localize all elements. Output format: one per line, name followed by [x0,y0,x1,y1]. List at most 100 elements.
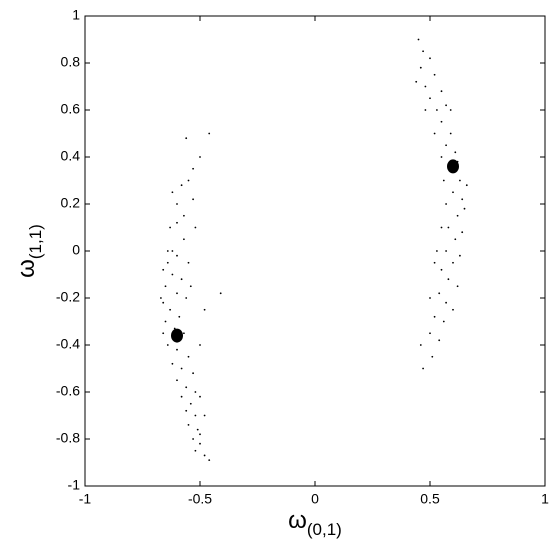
point [194,391,197,393]
point [449,109,452,111]
point [208,459,211,462]
point [199,395,201,398]
point [436,250,438,252]
point [456,285,459,288]
point [429,57,431,60]
point [192,438,195,440]
highlight-point [447,159,459,174]
point [433,132,436,135]
point [442,179,445,182]
point [187,261,190,264]
point [454,151,457,154]
point [433,315,436,318]
x-axis-label: ω(0,1) [288,507,342,539]
point [445,250,447,252]
point [440,90,443,93]
point [445,104,447,107]
point [166,250,169,252]
point [415,80,418,83]
point [465,184,468,187]
point [189,402,192,405]
point [440,226,443,229]
x-tick-label: 0 [311,491,319,507]
point [431,355,434,358]
y-tick-label: 1 [72,7,80,23]
point [199,442,201,445]
point [183,214,185,217]
point [194,449,197,452]
y-tick-label: 0.2 [61,195,81,211]
point [438,292,441,295]
point [456,214,459,217]
point [178,315,181,318]
point [424,109,427,111]
point [459,179,461,182]
point [424,85,427,88]
point [452,191,454,194]
point [440,268,443,271]
point [417,38,420,41]
point [183,332,185,335]
point [440,156,443,158]
point [203,454,206,457]
point [176,254,178,257]
point [463,207,466,210]
point [183,238,185,241]
y-tick-label: 0.6 [61,101,81,117]
point [194,226,197,229]
point [219,292,222,295]
point [192,372,195,375]
point [160,297,162,299]
point [187,424,190,426]
point [429,97,431,100]
point [189,285,192,288]
point [176,292,178,295]
point [180,367,183,370]
plot-frame [84,15,546,487]
point [169,308,172,311]
point [196,428,199,431]
point [459,254,461,257]
point [445,301,447,304]
x-tick-label: 1 [541,491,549,507]
point [436,109,438,111]
y-tick-label: -0.6 [56,383,80,399]
point [419,66,422,69]
point [429,332,431,335]
point [449,132,452,135]
y-axis-subscript: (1,1) [26,224,45,259]
point [199,433,201,436]
point [445,203,447,205]
point [438,339,441,342]
y-tick-label: -0.2 [56,289,80,305]
point [185,409,188,412]
point [422,50,424,53]
point [162,301,165,304]
point [171,250,174,252]
x-tick-label: 0.5 [420,491,440,507]
x-axis-subscript: (0,1) [307,520,342,539]
point [422,367,424,370]
point [185,386,188,389]
point [171,191,174,194]
point [203,414,206,417]
point [164,320,167,323]
point [176,203,178,205]
point [194,414,197,417]
point [433,261,436,264]
y-axis-label: ω(1,1) [13,224,45,278]
y-tick-label: -1 [68,477,81,493]
point [185,297,188,299]
point [169,226,172,229]
y-tick-label: -0.4 [56,336,80,352]
point [180,278,183,281]
y-tick-label: 0.4 [61,148,81,164]
point [461,198,464,201]
point [447,278,450,281]
x-tick-label: -0.5 [188,491,212,507]
point [208,132,211,135]
point [176,221,178,224]
point [166,261,169,264]
point [429,297,431,299]
